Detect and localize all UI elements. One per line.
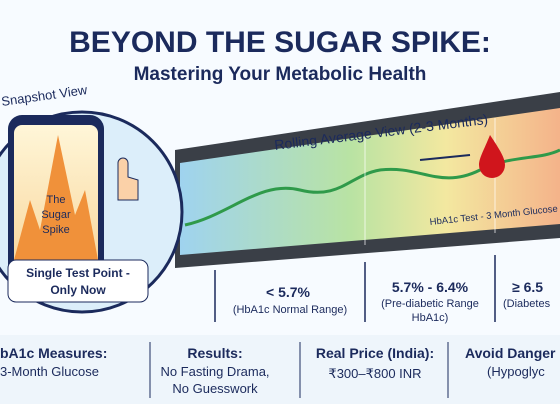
subtitle: Mastering Your Metabolic Health — [134, 64, 427, 85]
snapshot-circle — [0, 110, 184, 314]
fact-dividers — [149, 342, 449, 398]
spike-label: Spike — [42, 224, 70, 236]
fact-title: bA1c Measures: — [0, 345, 107, 361]
spike-label: Sugar — [41, 209, 71, 221]
fact-line: ₹300–₹800 INR — [328, 366, 421, 381]
snapshot-caption: Only Now — [50, 283, 106, 297]
film-strip — [175, 92, 560, 268]
fact-line: (Hypoglyc — [487, 364, 545, 379]
title: BEYOND THE SUGAR SPIKE: — [69, 26, 491, 59]
fact-title: Real Price (India): — [316, 345, 434, 361]
range-note: (Diabetes — [503, 298, 551, 310]
range-note: (Pre-diabetic Range — [381, 298, 479, 310]
range-dividers — [214, 255, 496, 322]
fact-title: Avoid Danger — [465, 345, 556, 361]
range-note: (HbA1c Normal Range) — [233, 304, 347, 316]
range-value: ≥ 6.5 — [512, 279, 543, 295]
fact-line: No Fasting Drama, — [160, 364, 269, 379]
snapshot-caption: Single Test Point - — [26, 266, 130, 280]
fact-line: No Guesswork — [172, 381, 258, 396]
facts-band — [0, 335, 560, 404]
range-note: HbA1c) — [412, 312, 449, 324]
fact-title: Results: — [187, 345, 242, 361]
range-value: < 5.7% — [266, 284, 311, 300]
range-value: 5.7% - 6.4% — [392, 279, 469, 295]
fact-line: 3-Month Glucose — [0, 364, 99, 379]
spike-label: The — [47, 194, 66, 206]
